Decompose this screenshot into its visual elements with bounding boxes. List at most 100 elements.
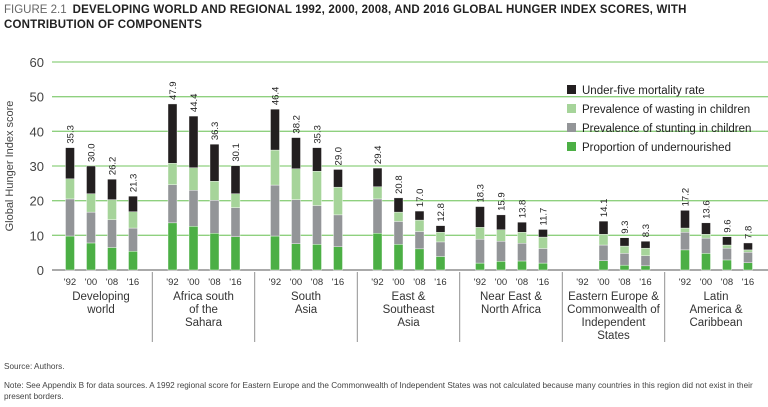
year-tick-label: '16	[537, 277, 549, 288]
bar-segment-prevalence-of-wasting-in-children	[722, 244, 732, 249]
bar-segment-prevalence-of-stunting-in-children	[270, 184, 280, 237]
bar-segment-proportion-of-undernourished	[167, 222, 178, 271]
year-tick-label: '92	[166, 277, 178, 288]
bar-total-label: 11.7	[539, 208, 550, 226]
year-tick-label: '92	[679, 277, 691, 288]
bar-total-label: 44.4	[189, 94, 200, 113]
year-tick-label: '08	[106, 277, 118, 288]
bar-segment-prevalence-of-stunting-in-children	[372, 198, 383, 234]
bar-segment-under-five-mortality-rate	[435, 225, 446, 233]
year-tick-label: '00	[392, 277, 404, 288]
bar-segment-prevalence-of-stunting-in-children	[743, 252, 753, 263]
y-tick-label: 30	[30, 159, 44, 174]
bar-segment-prevalence-of-wasting-in-children	[372, 186, 383, 200]
category-label: Eastern Europe &	[568, 291, 659, 303]
bar-segment-prevalence-of-stunting-in-children	[209, 200, 220, 234]
bar-segment-prevalence-of-wasting-in-children	[128, 211, 138, 229]
category-label: East &	[392, 291, 426, 303]
bar-total-label: 7.8	[744, 226, 755, 239]
year-tick-label: '92	[269, 277, 281, 288]
bar-segment-proportion-of-undernourished	[65, 235, 75, 271]
bar-segment-proportion-of-undernourished	[722, 259, 732, 271]
category-label: States	[597, 330, 630, 342]
bar-segment-prevalence-of-wasting-in-children	[291, 168, 301, 200]
bar-total-label: 26.2	[108, 157, 119, 176]
bar-segment-under-five-mortality-rate	[722, 236, 732, 246]
bar-total-label: 46.4	[271, 87, 282, 106]
bar-segment-prevalence-of-stunting-in-children	[312, 205, 322, 245]
bar-segment-under-five-mortality-rate	[230, 165, 241, 194]
bar-segment-proportion-of-undernourished	[209, 233, 220, 271]
bar-segment-proportion-of-undernourished	[188, 226, 199, 271]
bar-segment-prevalence-of-stunting-in-children	[167, 184, 178, 224]
bar-segment-proportion-of-undernourished	[312, 244, 322, 271]
bar-segment-prevalence-of-stunting-in-children	[598, 244, 609, 261]
bar-segment-prevalence-of-stunting-in-children	[65, 198, 75, 237]
year-tick-label: '92	[64, 277, 76, 288]
bar-segment-prevalence-of-wasting-in-children	[475, 227, 485, 240]
bar-segment-under-five-mortality-rate	[598, 220, 609, 235]
y-tick-label: 20	[30, 194, 44, 209]
bar-segment-proportion-of-undernourished	[372, 233, 383, 271]
category-label: Asia	[397, 317, 420, 329]
bar-total-label: 36.3	[210, 122, 221, 141]
bar-total-label: 17.2	[681, 188, 692, 207]
bar-total-label: 21.3	[129, 174, 140, 193]
bar-segment-prevalence-of-stunting-in-children	[107, 219, 117, 248]
y-tick-label: 50	[30, 90, 44, 105]
bar-segment-prevalence-of-wasting-in-children	[598, 234, 609, 246]
bar-segment-prevalence-of-stunting-in-children	[230, 207, 241, 237]
bar-segment-proportion-of-undernourished	[517, 260, 527, 271]
category-label: South	[291, 291, 321, 303]
legend-swatch	[567, 104, 576, 113]
bar-segment-proportion-of-undernourished	[270, 235, 280, 271]
category-label: Near East &	[480, 291, 542, 303]
legend-label: Prevalence of stunting in children	[582, 123, 751, 135]
bar-segment-proportion-of-undernourished	[538, 262, 548, 271]
category-label: America &	[689, 304, 742, 316]
category-label: of the	[189, 304, 218, 316]
bar-segment-prevalence-of-stunting-in-children	[435, 241, 446, 257]
year-tick-label: '08	[208, 277, 220, 288]
category-label: Africa south	[173, 291, 234, 303]
chart-title: FIGURE 2.1 DEVELOPING WORLD AND REGIONAL …	[4, 3, 764, 33]
bar-segment-prevalence-of-wasting-in-children	[619, 245, 630, 254]
bar-segment-proportion-of-undernourished	[393, 244, 404, 271]
bar-segment-prevalence-of-stunting-in-children	[701, 237, 711, 254]
bar-segment-under-five-mortality-rate	[167, 103, 178, 164]
year-tick-label: '00	[597, 277, 609, 288]
bar-total-label: 38.2	[292, 115, 303, 134]
bar-segment-prevalence-of-stunting-in-children	[496, 241, 506, 262]
year-tick-label: '08	[721, 277, 733, 288]
bar-segment-proportion-of-undernourished	[86, 242, 96, 271]
category-label: Latin	[704, 291, 729, 303]
bar-segment-under-five-mortality-rate	[743, 242, 753, 251]
legend-label: Under-five mortality rate	[582, 85, 705, 97]
year-tick-label: '16	[332, 277, 344, 288]
year-tick-label: '08	[618, 277, 630, 288]
bar-segment-prevalence-of-wasting-in-children	[435, 232, 446, 243]
year-tick-label: '16	[639, 277, 651, 288]
year-tick-label: '16	[742, 277, 754, 288]
bar-segment-proportion-of-undernourished	[333, 246, 343, 271]
bar-total-label: 47.9	[168, 81, 179, 100]
bar-segment-under-five-mortality-rate	[701, 222, 711, 235]
year-tick-label: '16	[229, 277, 241, 288]
bar-total-label: 14.1	[599, 199, 610, 218]
category-label: Commonwealth of	[567, 304, 660, 316]
bar-segment-proportion-of-undernourished	[107, 247, 117, 271]
year-tick-label: '16	[127, 277, 139, 288]
bar-segment-under-five-mortality-rate	[188, 115, 199, 168]
bar-segment-under-five-mortality-rate	[475, 206, 485, 228]
bar-segment-proportion-of-undernourished	[291, 243, 301, 271]
bar-segment-prevalence-of-wasting-in-children	[230, 193, 241, 208]
bar-segment-under-five-mortality-rate	[640, 241, 651, 249]
legend-label: Proportion of undernourished	[582, 142, 731, 154]
bar-segment-prevalence-of-stunting-in-children	[393, 221, 404, 245]
year-tick-label: '00	[85, 277, 97, 288]
category-label: Asia	[295, 304, 318, 316]
bar-total-label: 13.8	[518, 200, 529, 219]
bar-segment-under-five-mortality-rate	[209, 143, 220, 182]
bar-total-label: 20.8	[394, 175, 405, 194]
bar-segment-prevalence-of-wasting-in-children	[538, 236, 548, 249]
